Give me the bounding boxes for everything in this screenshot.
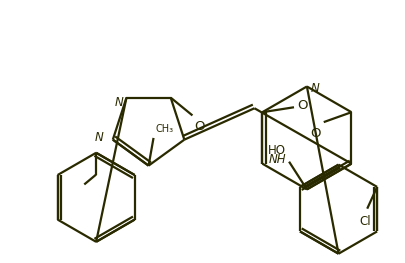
Text: HO: HO [267,144,286,157]
Text: O: O [194,120,205,133]
Text: N: N [94,131,103,144]
Text: O: O [309,127,320,140]
Text: Cl: Cl [358,215,370,227]
Text: NH: NH [268,153,285,166]
Text: O: O [296,99,307,112]
Text: N: N [310,82,319,95]
Text: N: N [114,96,123,109]
Text: CH₃: CH₃ [155,124,173,134]
